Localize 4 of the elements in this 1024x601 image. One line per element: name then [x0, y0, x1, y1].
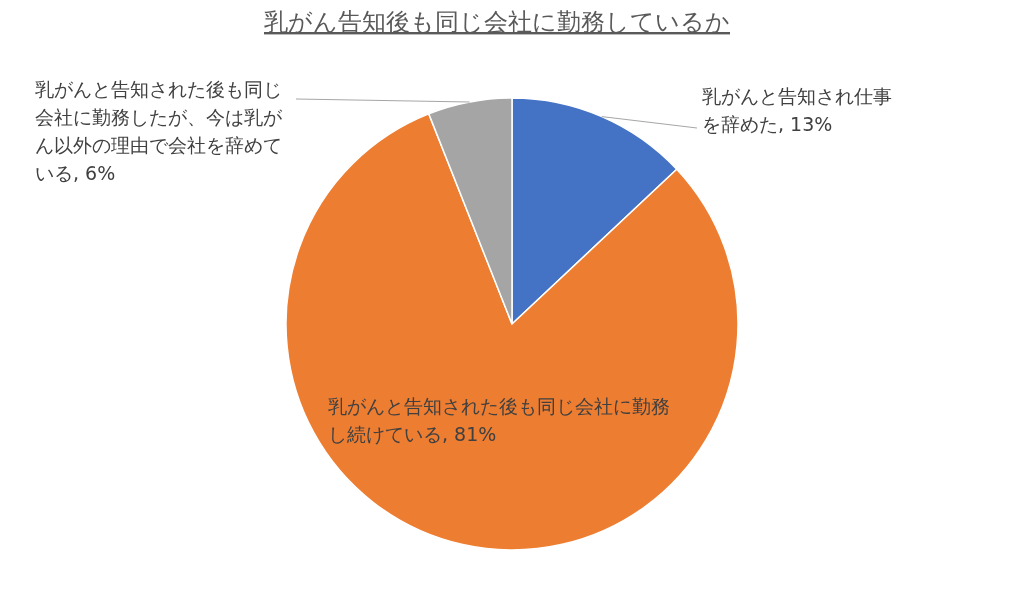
slice-label: 乳がんと告知された後も同じ会社に勤務したが、今は乳がん以外の理由で会社を辞めている, 6%: [35, 78, 283, 184]
slice-label: 乳がんと告知され仕事を辞めた, 13%: [702, 85, 892, 135]
chart-title: 乳がん告知後も同じ会社に勤務しているか: [264, 8, 730, 36]
slice-label: 乳がんと告知された後も同じ会社に勤務し続けている, 81%: [328, 395, 670, 445]
